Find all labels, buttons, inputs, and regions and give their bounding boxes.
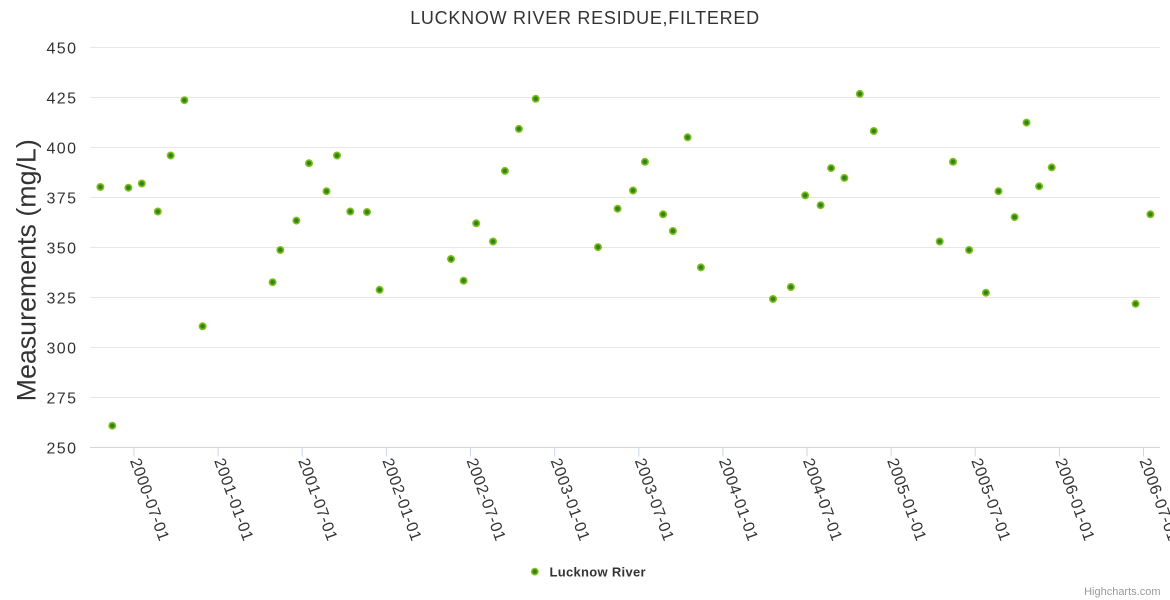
svg-text:300: 300 [46, 341, 77, 358]
svg-text:325: 325 [46, 291, 77, 308]
svg-text:425: 425 [46, 91, 77, 108]
svg-text:400: 400 [46, 141, 77, 158]
svg-text:Measurements (mg/L): Measurements (mg/L) [12, 139, 42, 401]
svg-text:Highcharts.com: Highcharts.com [1084, 586, 1160, 598]
svg-text:250: 250 [46, 441, 77, 458]
svg-text:275: 275 [46, 391, 77, 408]
svg-text:350: 350 [46, 241, 77, 258]
svg-text:LUCKNOW RIVER RESIDUE,FILTERED: LUCKNOW RIVER RESIDUE,FILTERED [410, 8, 760, 28]
svg-text:450: 450 [46, 41, 77, 58]
svg-text:375: 375 [46, 191, 77, 208]
svg-text:Lucknow River: Lucknow River [550, 565, 646, 580]
